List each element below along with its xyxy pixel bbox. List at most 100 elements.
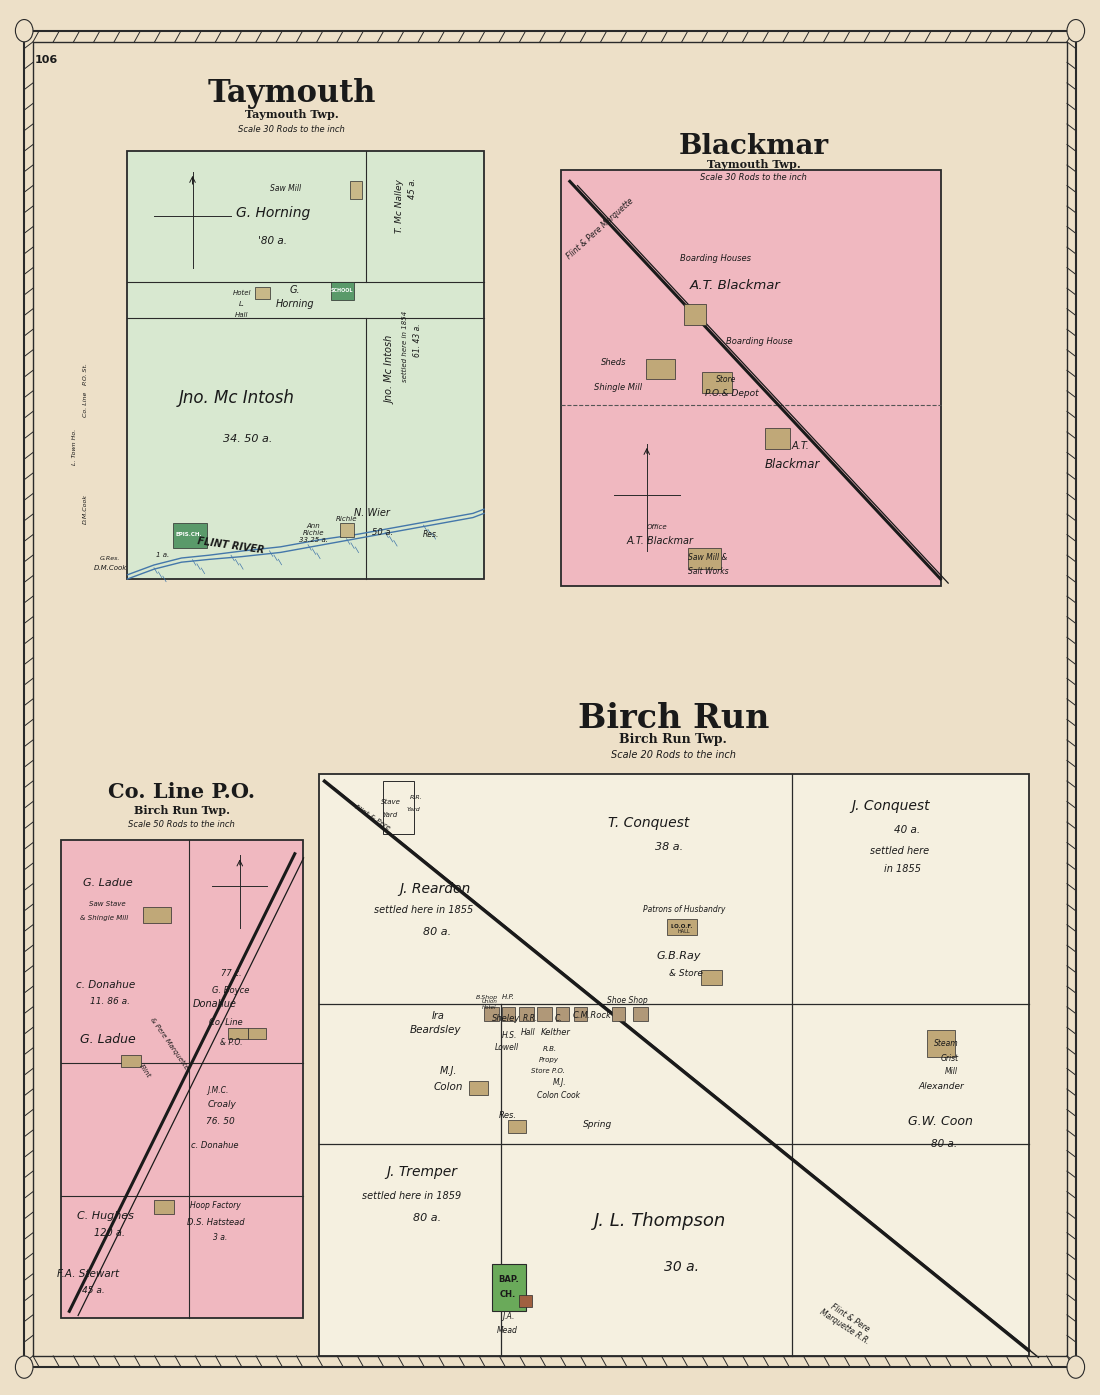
Text: G. Horning: G. Horning xyxy=(235,206,310,220)
Text: G.: G. xyxy=(289,285,300,296)
Text: A.T.: A.T. xyxy=(792,441,810,452)
Text: T. Mc Nalley: T. Mc Nalley xyxy=(395,180,404,233)
Text: H.S.: H.S. xyxy=(502,1031,517,1039)
Bar xyxy=(537,1007,552,1021)
Text: Flint & Pere Marquette: Flint & Pere Marquette xyxy=(565,197,636,261)
Text: Lowell: Lowell xyxy=(495,1043,519,1052)
Bar xyxy=(319,774,1028,1356)
Text: Sheds: Sheds xyxy=(601,359,627,367)
Text: 80 a.: 80 a. xyxy=(931,1138,957,1149)
Text: c. Donahue: c. Donahue xyxy=(190,1141,239,1149)
Text: settled here: settled here xyxy=(870,845,930,857)
Text: A.T. Blackmar: A.T. Blackmar xyxy=(627,536,693,547)
Text: EPIS.CH.: EPIS.CH. xyxy=(176,531,202,537)
Text: R.R.: R.R. xyxy=(522,1014,538,1023)
Text: Colon Cook: Colon Cook xyxy=(537,1091,581,1099)
Text: L. Town Ho.: L. Town Ho. xyxy=(73,428,77,465)
Text: 11. 86 a.: 11. 86 a. xyxy=(90,997,130,1006)
Text: Res.: Res. xyxy=(424,530,439,538)
Text: Flint & Pere
Marquette R.R.: Flint & Pere Marquette R.R. xyxy=(817,1299,877,1346)
Circle shape xyxy=(15,1356,33,1378)
Text: Boarding Houses: Boarding Houses xyxy=(680,254,750,262)
Text: J. Tremper: J. Tremper xyxy=(386,1165,456,1179)
Text: 40 a.: 40 a. xyxy=(894,824,921,836)
Text: Mill: Mill xyxy=(945,1067,958,1076)
Text: Saw Mill: Saw Mill xyxy=(271,184,301,193)
Bar xyxy=(646,359,675,379)
Bar xyxy=(383,781,414,834)
Text: Store: Store xyxy=(716,375,736,384)
Text: Flint: Flint xyxy=(139,1063,152,1080)
Text: Birch Run Twp.: Birch Run Twp. xyxy=(619,732,727,746)
Text: Beardsley: Beardsley xyxy=(410,1024,461,1035)
Bar xyxy=(502,1007,515,1021)
Text: G. Boyce: G. Boyce xyxy=(212,986,250,995)
Text: Grist: Grist xyxy=(940,1055,958,1063)
Bar xyxy=(574,1007,587,1021)
Bar xyxy=(143,907,170,923)
Text: 106: 106 xyxy=(34,54,58,66)
Text: Birch Run: Birch Run xyxy=(578,702,769,735)
Text: Yard: Yard xyxy=(407,806,420,812)
Text: Union
Hotel: Union Hotel xyxy=(482,999,497,1010)
Text: F.A. Stewart: F.A. Stewart xyxy=(57,1268,119,1279)
Text: P.O.& Depot: P.O.& Depot xyxy=(705,389,758,398)
Text: M.J.: M.J. xyxy=(553,1078,566,1087)
Bar xyxy=(248,1028,266,1039)
Text: Shoe Shop: Shoe Shop xyxy=(606,996,648,1004)
Text: Co. Line P.O.: Co. Line P.O. xyxy=(108,783,255,802)
Text: N. Wier: N. Wier xyxy=(354,508,389,519)
Text: Scale 20 Rods to the inch: Scale 20 Rods to the inch xyxy=(610,749,736,760)
Text: G.W. Coon: G.W. Coon xyxy=(909,1115,972,1129)
Text: D.S. Hatstead: D.S. Hatstead xyxy=(187,1218,244,1226)
Bar xyxy=(60,840,302,1318)
Bar xyxy=(350,181,362,199)
Text: Mead: Mead xyxy=(497,1327,517,1335)
Text: Taymouth: Taymouth xyxy=(207,78,376,109)
Text: H.P.: H.P. xyxy=(502,995,515,1000)
Circle shape xyxy=(15,20,33,42)
Text: 77 c.: 77 c. xyxy=(221,970,241,978)
Text: Office: Office xyxy=(647,525,667,530)
Bar xyxy=(688,548,720,569)
Text: T. Conquest: T. Conquest xyxy=(608,816,690,830)
Text: 3 a.: 3 a. xyxy=(213,1233,227,1242)
Text: R.R.: R.R. xyxy=(409,795,422,801)
Text: 61. 43 a.: 61. 43 a. xyxy=(414,324,422,357)
Text: & Shingle Mill: & Shingle Mill xyxy=(80,915,129,921)
Text: Sheley: Sheley xyxy=(492,1014,520,1023)
Text: C.M.Rock: C.M.Rock xyxy=(572,1011,612,1020)
Text: I.O.O.F.: I.O.O.F. xyxy=(671,923,693,929)
Text: Patrons of Husbandry: Patrons of Husbandry xyxy=(644,905,725,914)
Text: G.Res.: G.Res. xyxy=(100,555,120,561)
Bar xyxy=(126,151,484,579)
Bar xyxy=(702,372,732,393)
Text: Hotel: Hotel xyxy=(233,290,251,296)
Text: 120 a.: 120 a. xyxy=(95,1228,125,1239)
Text: Store P.O.: Store P.O. xyxy=(531,1069,564,1074)
Bar xyxy=(764,428,790,449)
Text: 38 a.: 38 a. xyxy=(654,841,683,852)
Text: 34. 50 a.: 34. 50 a. xyxy=(223,434,272,445)
Text: Hall: Hall xyxy=(235,312,249,318)
Bar xyxy=(561,170,940,586)
Bar xyxy=(121,1055,141,1067)
Text: P.O. St.: P.O. St. xyxy=(84,363,88,385)
Text: G.B.Ray: G.B.Ray xyxy=(657,950,701,961)
Text: J.A.: J.A. xyxy=(502,1313,515,1321)
Text: Ann
Richie
33.25 a.: Ann Richie 33.25 a. xyxy=(299,523,328,543)
Bar xyxy=(331,282,354,300)
Bar xyxy=(469,1081,488,1095)
Text: R.B.: R.B. xyxy=(543,1046,557,1052)
Text: 45 a.: 45 a. xyxy=(408,177,417,199)
Circle shape xyxy=(1067,20,1085,42)
Text: D.M.Cook: D.M.Cook xyxy=(94,565,126,571)
Text: in 1855: in 1855 xyxy=(883,864,921,875)
Bar xyxy=(667,919,697,935)
Text: BAP.: BAP. xyxy=(498,1275,518,1283)
Bar xyxy=(701,970,722,985)
Text: Saw Mill &: Saw Mill & xyxy=(688,554,727,562)
Text: Co. Line: Co. Line xyxy=(209,1018,242,1027)
Text: C. Hughes: C. Hughes xyxy=(77,1211,134,1222)
Text: Croaly: Croaly xyxy=(208,1101,236,1109)
